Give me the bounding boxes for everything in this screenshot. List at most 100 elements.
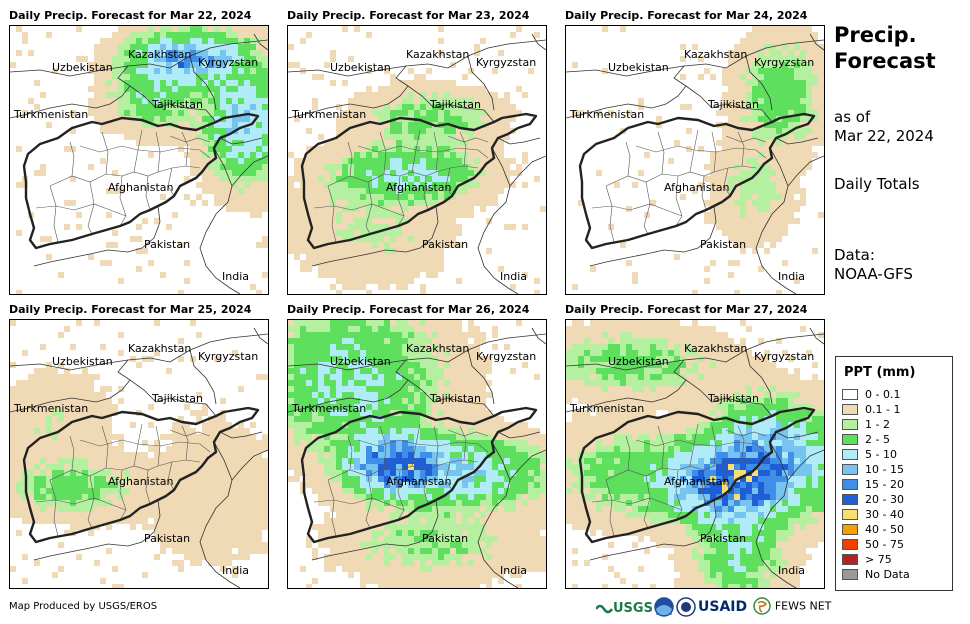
precip-cell: [764, 248, 770, 254]
precip-cell: [366, 224, 372, 230]
precip-cell: [378, 212, 384, 218]
precip-cell: [76, 458, 82, 464]
precip-cell: [462, 332, 468, 338]
country-label-kazakhstan: Kazakhstan: [128, 48, 191, 61]
precip-cell: [312, 404, 318, 410]
precip-cell: [342, 410, 348, 416]
precip-cell: [426, 380, 432, 386]
precip-cell: [776, 32, 782, 38]
precip-cell: [462, 74, 468, 80]
precip-cell: [366, 332, 372, 338]
precip-cell: [324, 338, 330, 344]
precip-cell: [106, 98, 112, 104]
precip-cell: [130, 494, 136, 500]
precip-cell: [384, 68, 390, 74]
precip-cell: [522, 458, 528, 464]
precip-cell: [118, 350, 124, 356]
precip-cell: [318, 404, 324, 410]
precip-cell: [208, 524, 214, 530]
precip-cell: [262, 188, 268, 194]
precip-cell: [408, 428, 414, 434]
precip-cell: [426, 68, 432, 74]
precip-cell: [130, 452, 136, 458]
precip-cell: [516, 458, 522, 464]
precip-cell: [208, 44, 214, 50]
precip-cell: [752, 56, 758, 62]
precip-cell: [34, 488, 40, 494]
precip-cell: [390, 134, 396, 140]
precip-cell: [474, 380, 480, 386]
precip-cell: [528, 428, 534, 434]
precip-cell: [468, 326, 474, 332]
precip-cell: [480, 116, 486, 122]
precip-cell: [300, 236, 306, 242]
forecast-map[interactable]: Kazakhstan Kyrgyzstan Uzbekistan Tajikistan…: [9, 319, 269, 589]
precip-cell: [390, 194, 396, 200]
precip-cell: [34, 416, 40, 422]
precip-cell: [64, 404, 70, 410]
precip-cell: [262, 80, 268, 86]
precip-cell: [474, 170, 480, 176]
precip-cell: [764, 116, 770, 122]
precip-cell: [408, 128, 414, 134]
precip-cell: [366, 536, 372, 542]
country-border: [745, 55, 773, 111]
precip-cell: [408, 266, 414, 272]
forecast-map[interactable]: Kazakhstan Kyrgyzstan Uzbekistan Tajikistan…: [287, 319, 547, 589]
precip-cell: [324, 260, 330, 266]
precip-cell: [220, 554, 226, 560]
forecast-map[interactable]: Kazakhstan Kyrgyzstan Uzbekistan Tajikistan…: [9, 25, 269, 295]
precip-cell: [294, 374, 300, 380]
precip-cell: [324, 380, 330, 386]
precip-cell: [378, 266, 384, 272]
precip-cell: [444, 428, 450, 434]
precip-cell: [354, 470, 360, 476]
precip-cell: [444, 182, 450, 188]
precip-cell: [390, 140, 396, 146]
precip-cell: [378, 224, 384, 230]
precip-cell: [136, 452, 142, 458]
precip-cell: [256, 26, 262, 32]
precip-cell: [288, 44, 294, 50]
precip-cell: [16, 458, 22, 464]
precip-cell: [462, 182, 468, 188]
precip-cell: [130, 32, 136, 38]
precip-cell: [330, 152, 336, 158]
precip-cell: [432, 242, 438, 248]
precip-cell: [250, 518, 256, 524]
precip-cell: [82, 458, 88, 464]
precip-cell: [330, 344, 336, 350]
precip-cell: [788, 38, 794, 44]
precip-cell: [498, 476, 504, 482]
precip-cell: [166, 446, 172, 452]
precip-cell: [16, 146, 22, 152]
precip-cell: [426, 116, 432, 122]
precip-cell: [510, 284, 516, 290]
precip-cell: [76, 440, 82, 446]
precip-cell: [396, 386, 402, 392]
precip-cell: [142, 80, 148, 86]
precip-cell: [208, 98, 214, 104]
precip-cell: [244, 74, 250, 80]
precip-cell: [492, 122, 498, 128]
precip-cell: [172, 512, 178, 518]
province-boundary: [167, 167, 175, 197]
precip-cell: [372, 356, 378, 362]
precip-cell: [534, 32, 540, 38]
precip-cell: [88, 434, 94, 440]
precip-cell: [396, 434, 402, 440]
forecast-map[interactable]: Kazakhstan Kyrgyzstan Uzbekistan Tajikistan…: [287, 25, 547, 295]
precip-cell: [384, 254, 390, 260]
precip-cell: [82, 380, 88, 386]
forecast-map[interactable]: Kazakhstan Kyrgyzstan Uzbekistan Tajikistan…: [565, 25, 825, 295]
precip-cell: [330, 260, 336, 266]
precip-cell: [318, 398, 324, 404]
precip-cell: [148, 458, 154, 464]
precip-cell: [498, 506, 504, 512]
precip-cell: [232, 476, 238, 482]
precip-cell: [70, 128, 76, 134]
precip-cell: [226, 110, 232, 116]
precip-cell: [396, 326, 402, 332]
precip-cell: [208, 482, 214, 488]
precip-cell: [528, 494, 534, 500]
